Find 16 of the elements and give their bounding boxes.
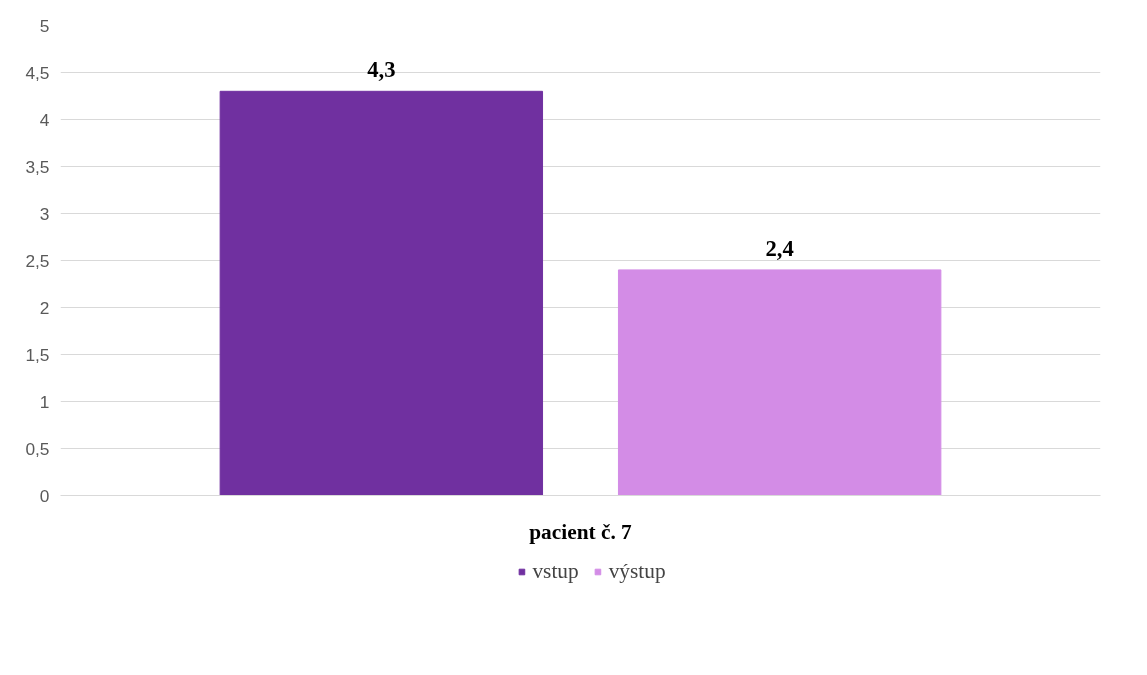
y-tick-label: 0,5	[25, 438, 50, 459]
x-tick-label: pacient č. 7	[529, 519, 633, 544]
y-tick-label: 4	[39, 109, 50, 130]
y-tick-label: 2	[39, 297, 50, 318]
y-tick-label: 1,5	[25, 344, 50, 365]
y-tick-label: 5	[39, 15, 50, 36]
y-tick-label: 1	[39, 391, 50, 412]
legend-label: výstup	[608, 558, 666, 584]
y-tick-label: 2,5	[25, 250, 50, 271]
y-tick-label: 0	[39, 485, 50, 506]
data-label: 4,3	[367, 57, 396, 83]
y-tick-label: 3,5	[25, 156, 50, 177]
legend-label: vstup	[532, 558, 579, 584]
y-tick-label: 4,5	[25, 62, 50, 83]
y-tick-label: 3	[39, 203, 50, 224]
data-label: 2,4	[765, 235, 794, 261]
